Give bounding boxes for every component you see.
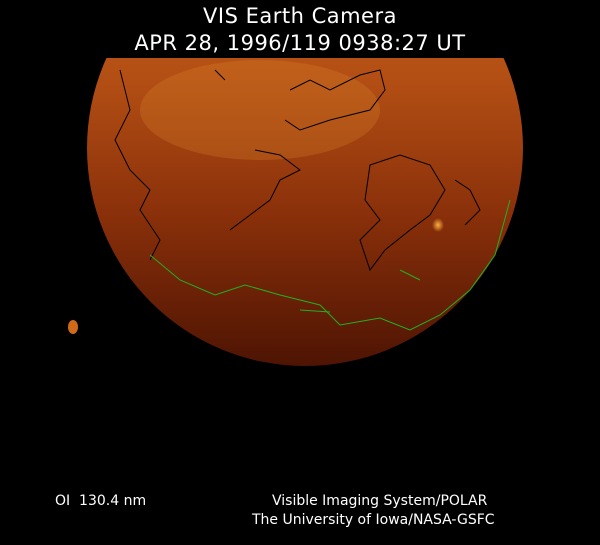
coastlines <box>114 69 511 331</box>
star-dot <box>68 320 78 334</box>
credit-line-2: The University of Iowa/NASA-GSFC <box>252 512 495 528</box>
earth-disk <box>87 58 523 366</box>
image-title: VIS Earth Camera <box>203 4 397 28</box>
wavelength-label: OI 130.4 nm <box>55 493 147 509</box>
credit-line-1: Visible Imaging System/POLAR <box>272 493 488 509</box>
image-timestamp: APR 28, 1996/119 0938:27 UT <box>134 31 466 55</box>
